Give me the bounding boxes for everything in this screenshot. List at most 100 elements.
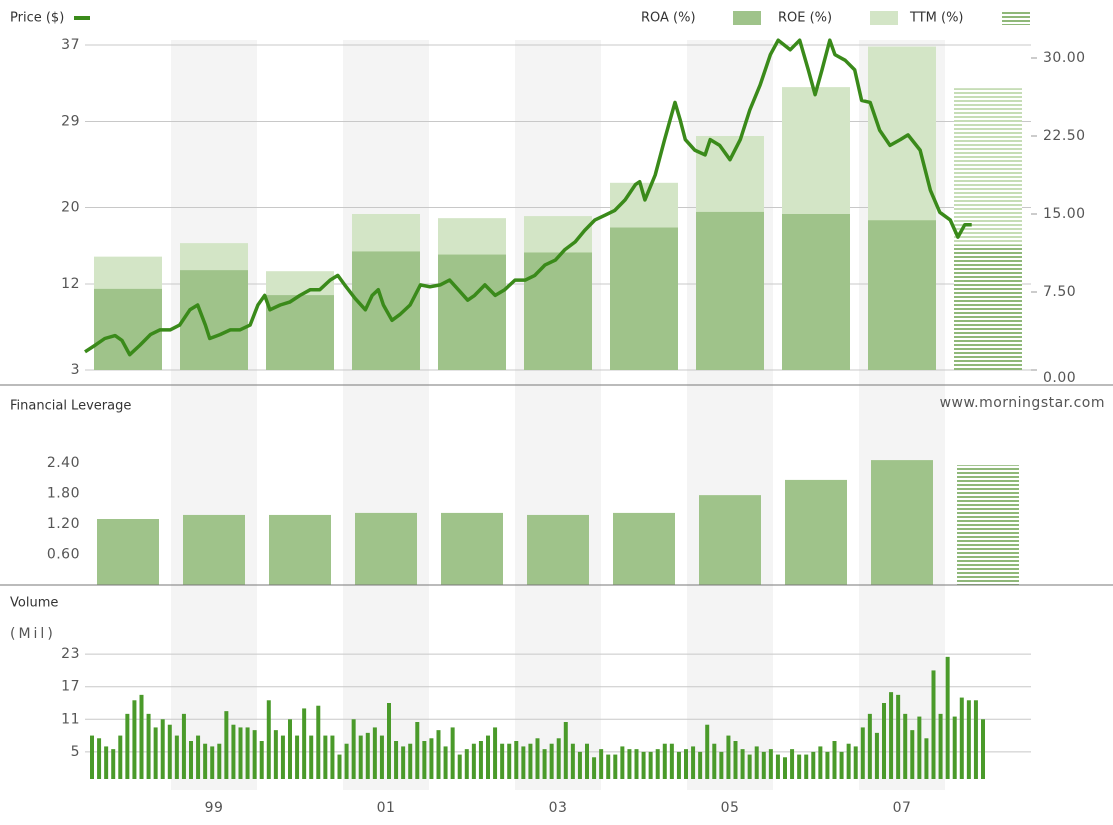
volume-bar (783, 757, 787, 779)
volume-bar (415, 722, 420, 779)
volume-bar (599, 749, 604, 779)
volume-bar (288, 719, 292, 779)
volume-bar (634, 749, 639, 779)
bar (871, 460, 933, 585)
volume-bar (408, 743, 413, 779)
bar (180, 270, 248, 370)
volume-bar (973, 700, 978, 779)
bar (269, 514, 331, 585)
volume-bar (641, 751, 646, 779)
volume-bar (174, 735, 179, 779)
band (171, 40, 257, 790)
price-line (84, 38, 972, 357)
volume-bar (592, 757, 597, 779)
volume-bar (966, 700, 971, 779)
volume-bar (811, 751, 816, 779)
volume-bar (118, 735, 123, 779)
volume-bar (111, 749, 116, 779)
volume-bar (917, 716, 922, 779)
bar (696, 211, 764, 370)
volume-bar (273, 730, 278, 779)
volume-bar (740, 749, 745, 779)
y-tick-label: 17 (61, 679, 80, 695)
volume-bar (606, 754, 611, 779)
volume-bar (422, 741, 427, 779)
band (515, 40, 601, 790)
volume-bar (365, 732, 370, 779)
volume-bar (669, 743, 674, 779)
volume-bar (924, 738, 929, 779)
volume-bar (125, 713, 130, 779)
y2-tick-label: 0.00 (1043, 370, 1076, 386)
volume-bar (577, 751, 582, 779)
bar (527, 514, 589, 585)
volume-bar (210, 746, 215, 779)
legend-ttm: TTM (%) (909, 11, 964, 26)
x-tick-label: 99 (205, 800, 224, 816)
volume-bar (401, 746, 406, 779)
bar (954, 245, 1022, 370)
bar (94, 288, 162, 370)
volume-bar (726, 735, 731, 779)
volume-bar (528, 743, 533, 779)
volume-bar (676, 751, 681, 779)
volume-bar (698, 751, 703, 779)
volume-bar (775, 754, 780, 779)
volume-bar (889, 692, 894, 779)
volume-bar (436, 730, 441, 779)
volume-bar (450, 727, 455, 779)
legend-roe: ROE (%) (778, 11, 832, 26)
volume-bar (266, 700, 271, 779)
volume-bar (867, 713, 872, 779)
bar (97, 519, 159, 585)
volume-bar (132, 700, 137, 779)
bar (438, 254, 506, 370)
x-tick-label: 03 (549, 800, 568, 816)
unit-label: (Mil) (10, 626, 56, 642)
legend-swatch (74, 16, 90, 20)
bar (183, 514, 245, 585)
volume-bar (570, 743, 575, 779)
volume-bar (351, 719, 356, 779)
volume-bar (295, 735, 300, 779)
volume-bar (224, 711, 229, 779)
band (343, 40, 429, 790)
volume-bar (662, 743, 667, 779)
volume-bar (705, 724, 710, 779)
volume-bar (818, 746, 823, 779)
volume-bar (542, 749, 547, 779)
volume-bar (146, 713, 151, 779)
y-tick-label: 2.40 (47, 455, 80, 471)
volume-bar (556, 738, 561, 779)
volume-bar (493, 727, 498, 779)
volume-bar (379, 735, 384, 779)
volume-bar (754, 746, 759, 779)
volume-bar (464, 749, 469, 779)
panel-title: Financial Leverage (10, 399, 131, 414)
y-tick-label: 11 (61, 711, 80, 727)
legend-roa: ROA (%) (641, 11, 696, 26)
volume-bar (90, 735, 94, 779)
volume-bar (719, 751, 724, 779)
volume-bar (316, 705, 321, 779)
volume-bar (839, 751, 844, 779)
volume-bar (563, 722, 568, 779)
y-tick-label: 29 (61, 113, 80, 129)
volume-bar (910, 730, 915, 779)
volume-bar (620, 746, 625, 779)
volume-bar (613, 754, 618, 779)
bar (785, 479, 847, 585)
volume-bar (860, 727, 865, 779)
volume-bar (747, 754, 752, 779)
volume-bar (181, 713, 186, 779)
volume-bar (97, 738, 102, 779)
volume-bar (344, 743, 349, 779)
y2-tick-label: 15.00 (1043, 206, 1086, 222)
volume-bar (231, 724, 236, 779)
watermark: www.morningstar.com (940, 395, 1105, 411)
volume-bar (585, 743, 589, 779)
volume-bar (804, 754, 809, 779)
volume-bar (486, 735, 490, 779)
volume-bar (280, 735, 285, 779)
